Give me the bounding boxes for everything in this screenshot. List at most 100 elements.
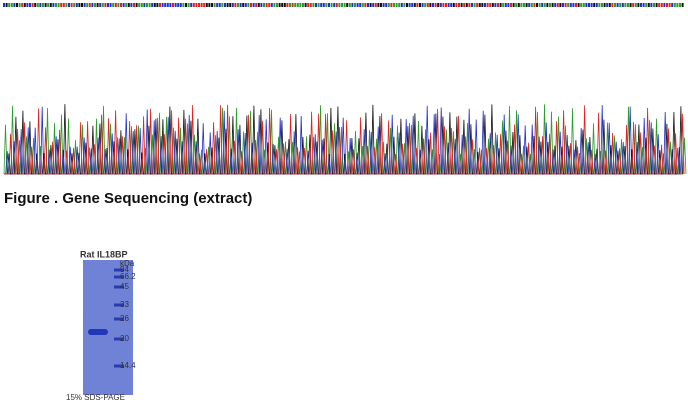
base-letter xyxy=(338,3,341,7)
base-letter xyxy=(627,3,629,7)
base-letter xyxy=(135,3,138,7)
base-letter xyxy=(585,3,588,7)
base-letter xyxy=(187,3,190,7)
base-letter xyxy=(312,3,315,7)
base-letter xyxy=(283,3,286,7)
base-letter xyxy=(151,3,154,7)
base-letter xyxy=(55,3,57,7)
base-letter xyxy=(91,3,94,7)
base-letter xyxy=(655,3,658,7)
base-letter xyxy=(239,3,242,7)
sample-band xyxy=(88,329,108,335)
base-letter xyxy=(608,3,611,7)
base-letter xyxy=(666,3,668,7)
base-letter xyxy=(114,3,117,7)
base-letter xyxy=(52,3,55,7)
base-letter xyxy=(148,3,151,7)
base-letter xyxy=(348,3,351,7)
base-letter xyxy=(549,3,551,7)
base-letter xyxy=(109,3,112,7)
base-letter xyxy=(317,3,320,7)
base-letter xyxy=(385,3,388,7)
base-letter xyxy=(559,3,562,7)
base-letter xyxy=(660,3,663,7)
base-letter xyxy=(8,3,11,7)
base-letter xyxy=(57,3,60,7)
base-letter xyxy=(616,3,619,7)
base-letter xyxy=(78,3,81,7)
base-letter xyxy=(333,3,336,7)
base-letter xyxy=(681,3,684,7)
base-letter xyxy=(637,3,640,7)
base-letter xyxy=(211,3,213,7)
ladder-band xyxy=(114,303,124,307)
base-letter xyxy=(153,3,156,7)
base-letter xyxy=(533,3,536,7)
base-letter xyxy=(354,3,356,7)
base-letter xyxy=(562,3,564,7)
base-letter xyxy=(572,3,575,7)
base-letter xyxy=(507,3,510,7)
base-letter xyxy=(614,3,616,7)
base-letter xyxy=(156,3,159,7)
base-letter xyxy=(543,3,546,7)
base-letter xyxy=(164,3,167,7)
base-letter xyxy=(577,3,580,7)
base-letter xyxy=(101,3,104,7)
base-letter xyxy=(146,3,148,7)
base-letter xyxy=(159,3,161,7)
ladder-band xyxy=(114,337,124,341)
base-letter xyxy=(387,3,390,7)
base-letter xyxy=(289,3,291,7)
base-letter xyxy=(437,3,440,7)
base-letter xyxy=(138,3,141,7)
base-letter xyxy=(525,3,528,7)
base-letter xyxy=(523,3,525,7)
base-letter xyxy=(567,3,570,7)
base-letter xyxy=(554,3,557,7)
base-letter xyxy=(640,3,642,7)
base-letter xyxy=(606,3,609,7)
base-letter xyxy=(229,3,232,7)
base-letter xyxy=(434,3,437,7)
base-letter xyxy=(406,3,408,7)
base-letter xyxy=(21,3,24,7)
base-letter xyxy=(237,3,239,7)
base-letter xyxy=(603,3,606,7)
base-letter xyxy=(273,3,276,7)
base-letter xyxy=(26,3,29,7)
base-letter xyxy=(29,3,31,7)
base-letter xyxy=(341,3,343,7)
base-letter xyxy=(169,3,172,7)
ladder-band xyxy=(114,275,124,279)
base-letter xyxy=(486,3,489,7)
base-letter xyxy=(127,3,130,7)
base-letter xyxy=(81,3,83,7)
base-letter xyxy=(218,3,221,7)
base-letter xyxy=(421,3,424,7)
base-letter xyxy=(374,3,377,7)
base-letter xyxy=(304,3,307,7)
base-letter xyxy=(452,3,455,7)
base-letter xyxy=(398,3,401,7)
base-letter xyxy=(234,3,237,7)
base-letter xyxy=(166,3,169,7)
base-letter xyxy=(203,3,206,7)
base-letter xyxy=(465,3,468,7)
base-letter xyxy=(291,3,294,7)
base-letter xyxy=(569,3,572,7)
base-letter xyxy=(75,3,78,7)
marker-label: 45 xyxy=(120,282,129,291)
base-letter xyxy=(302,3,304,7)
base-letter xyxy=(369,3,372,7)
base-letter xyxy=(94,3,96,7)
base-letter xyxy=(668,3,671,7)
base-letter xyxy=(208,3,211,7)
base-letter xyxy=(445,3,447,7)
base-letter xyxy=(68,3,70,7)
base-letter xyxy=(268,3,271,7)
base-letter xyxy=(185,3,187,7)
base-letter xyxy=(450,3,453,7)
base-letter xyxy=(642,3,645,7)
base-letter xyxy=(3,3,5,7)
